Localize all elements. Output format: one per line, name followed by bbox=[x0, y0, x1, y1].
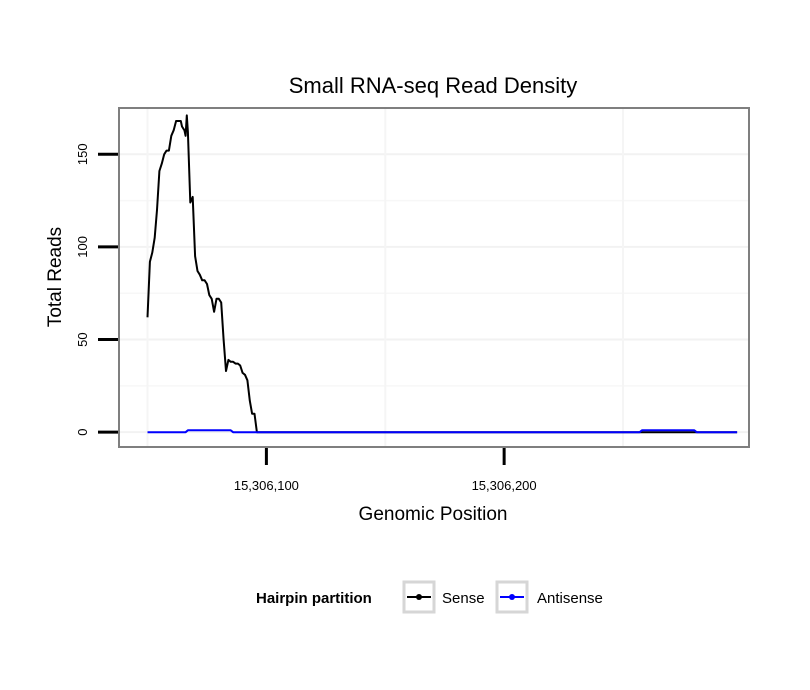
x-axis: 15,306,100 15,306,200 bbox=[234, 448, 537, 493]
legend-label-sense: Sense bbox=[442, 590, 485, 607]
legend-label-antisense: Antisense bbox=[537, 590, 603, 607]
legend-items: Sense Antisense bbox=[402, 580, 603, 614]
x-tick-label: 15,306,200 bbox=[472, 478, 537, 493]
series-line-sense bbox=[146, 114, 738, 434]
y-tick-label: 150 bbox=[75, 143, 90, 165]
x-axis-title: Genomic Position bbox=[359, 504, 508, 525]
chart-title: Small RNA-seq Read Density bbox=[289, 73, 578, 98]
y-tick-label: 50 bbox=[75, 332, 90, 346]
legend-swatch-point-sense bbox=[416, 594, 422, 600]
legend-title: Hairpin partition bbox=[256, 590, 372, 607]
y-axis: 0 50 100 150 bbox=[75, 143, 118, 436]
legend: Hairpin partition Sense Antisense bbox=[256, 580, 603, 614]
y-axis-title: Total Reads bbox=[45, 227, 66, 327]
x-tick-label: 15,306,100 bbox=[234, 478, 299, 493]
series-layer bbox=[146, 114, 738, 434]
y-tick-label: 0 bbox=[75, 429, 90, 436]
y-tick-label: 100 bbox=[75, 236, 90, 258]
legend-swatch-point-antisense bbox=[509, 594, 515, 600]
series-line-antisense bbox=[147, 429, 738, 434]
grid-lines bbox=[119, 108, 749, 447]
plot-panel-border bbox=[118, 107, 750, 448]
